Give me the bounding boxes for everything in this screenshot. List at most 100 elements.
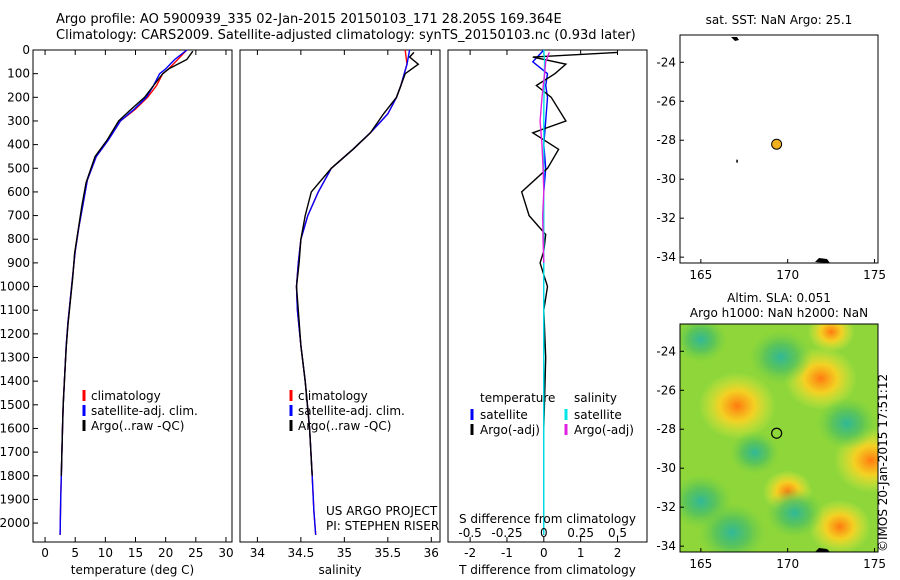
- sst-map-x-tick-label: 175: [863, 268, 886, 282]
- panel-3-series-argo: [520, 51, 618, 429]
- panel-1-x-tick-label: 5: [71, 546, 79, 560]
- depth-tick-label: 600: [7, 185, 30, 199]
- panel-1-x-tick-label: 15: [128, 546, 143, 560]
- panel-3-series-sal_argo: [539, 52, 550, 263]
- panel-2-legend-label: Argo(..raw -QC): [298, 419, 391, 433]
- panel-1-frame: [32, 49, 233, 543]
- panel-1-legend-label: satellite-adj. clim.: [91, 404, 198, 418]
- panel-2-annotation: PI: STEPHEN RISER: [326, 519, 439, 533]
- depth-tick-label: 400: [7, 138, 30, 152]
- coastline-dots: [815, 548, 830, 552]
- depth-tick-label: 1000: [0, 280, 30, 294]
- panel-2-x-tick-label: 36: [424, 546, 439, 560]
- panel-3-x-axis-label: T difference from climatology: [458, 563, 636, 577]
- sla-anomaly-blob: [816, 397, 877, 450]
- panel-3-legend-label: satellite: [480, 408, 528, 422]
- depth-tick-label: 500: [7, 161, 30, 175]
- sla-map-x-tick-label: 165: [689, 557, 712, 571]
- panel-3-legend-title: temperature: [480, 391, 555, 405]
- imos-stamp: ©IMOS 20-Jan-2015 17:51:12: [876, 373, 890, 552]
- header-line-2: Climatology: CARS2009. Satellite-adjuste…: [56, 28, 636, 43]
- panel-3-x-tick-label: -2: [464, 546, 476, 560]
- sst-map-x-tick-label: 170: [776, 268, 799, 282]
- sst-map-x-tick-label: 165: [689, 268, 712, 282]
- sla-anomaly-blob: [680, 324, 728, 363]
- panel-2-annotation: US ARGO PROJECT: [326, 504, 438, 518]
- sst-map-y-tick-label: -24: [656, 55, 676, 69]
- panel-3-x-tick-label: 2: [614, 546, 622, 560]
- sla-map-y-tick-label: -28: [656, 422, 676, 436]
- depth-tick-label: 700: [7, 209, 30, 223]
- sla-map-x-tick-label: 170: [776, 557, 799, 571]
- panel-1-x-tick-label: 0: [41, 546, 49, 560]
- sla-anomaly-blob: [698, 372, 777, 440]
- panel-1-x-tick-label: 30: [218, 546, 233, 560]
- panel-2-legend-label: satellite-adj. clim.: [298, 404, 405, 418]
- sla-map-y-tick-label: -32: [656, 500, 676, 514]
- argo-location-marker: [771, 427, 783, 439]
- sla-map-y-tick-label: -26: [656, 383, 676, 397]
- panel-2-x-tick-label: 35: [337, 546, 352, 560]
- panel-2-series-argo: [295, 51, 420, 476]
- sla-anomaly-blob: [808, 499, 872, 552]
- panel-2-frame: [239, 49, 441, 543]
- sla-field: [680, 324, 878, 552]
- depth-tick-label: 1100: [0, 303, 30, 317]
- sla-anomaly-blob: [729, 430, 780, 475]
- sla-anomaly-blob: [698, 503, 766, 552]
- sla-map-x-tick-label: 175: [863, 557, 886, 571]
- argo-location-marker: [771, 138, 783, 150]
- sla-anomaly-blob: [749, 329, 813, 385]
- panel-3-s-tick-label: -0.25: [491, 526, 522, 540]
- panel-1-x-tick-label: 20: [158, 546, 173, 560]
- sla-map-subtitle: Argo h1000: NaN h2000: NaN: [690, 306, 868, 320]
- depth-tick-label: 2000: [0, 516, 30, 530]
- sla-map-frame: [679, 323, 879, 553]
- sst-map-y-tick-label: -32: [656, 211, 676, 225]
- panel-3-legend-label: Argo(-adj): [480, 423, 540, 437]
- depth-tick-label: 200: [7, 90, 30, 104]
- panel-1-legend-label: Argo(..raw -QC): [91, 419, 184, 433]
- depth-tick-label: 100: [7, 67, 30, 81]
- panel-3-s-tick-label: 0: [540, 526, 548, 540]
- depth-tick-label: 800: [7, 232, 30, 246]
- depth-tick-label: 1900: [0, 492, 30, 506]
- panel-3-s-tick-label: -0.5: [458, 526, 481, 540]
- panel-3-x-tick-label: -1: [501, 546, 513, 560]
- panel-3-s-tick-label: 0.25: [567, 526, 594, 540]
- panel-1-x-tick-label: 25: [188, 546, 203, 560]
- depth-tick-label: 1800: [0, 469, 30, 483]
- panel-1-series-argo: [60, 50, 194, 476]
- sst-map-y-tick-label: -26: [656, 94, 676, 108]
- panel-3-frame: [447, 49, 648, 543]
- panel-3-s-tick-label: 0.5: [608, 526, 627, 540]
- depth-tick-label: 300: [7, 114, 30, 128]
- panel-1-legend-label: climatology: [91, 389, 161, 403]
- panel-1-x-tick-label: 10: [98, 546, 113, 560]
- sst-map-y-tick-label: -30: [656, 172, 676, 186]
- sst-map-title: sat. SST: NaN Argo: 25.1: [706, 13, 853, 27]
- panel-3-legend-label: satellite: [574, 408, 622, 422]
- sla-map-title: Altim. SLA: 0.051: [727, 291, 831, 305]
- panel-3-legend-title: salinity: [574, 391, 617, 405]
- panel-2-x-tick-label: 35.5: [374, 546, 401, 560]
- sst-map-y-tick-label: -28: [656, 133, 676, 147]
- sst-map-y-tick-label: -34: [656, 250, 676, 264]
- panel-3-series-sal_satellite: [543, 49, 546, 535]
- depth-tick-label: 1500: [0, 398, 30, 412]
- sla-map-y-tick-label: -30: [656, 461, 676, 475]
- sla-map-y-tick-label: -24: [656, 344, 676, 358]
- depth-tick-label: 900: [7, 256, 30, 270]
- depth-tick-label: 1400: [0, 374, 30, 388]
- island-dot: [736, 159, 738, 163]
- panel-3-s-axis-label: S difference from climatology: [459, 512, 636, 526]
- panel-2-x-tick-label: 34.5: [288, 546, 315, 560]
- depth-tick-label: 1600: [0, 421, 30, 435]
- sla-map-y-tick-label: -34: [656, 539, 676, 553]
- panel-2-x-tick-label: 34: [250, 546, 265, 560]
- sla-anomaly-blob: [807, 324, 855, 353]
- depth-tick-label: 1700: [0, 445, 30, 459]
- panel-3-x-tick-label: 1: [577, 546, 585, 560]
- header-line-1: Argo profile: AO 5900939_335 02-Jan-2015…: [56, 12, 562, 27]
